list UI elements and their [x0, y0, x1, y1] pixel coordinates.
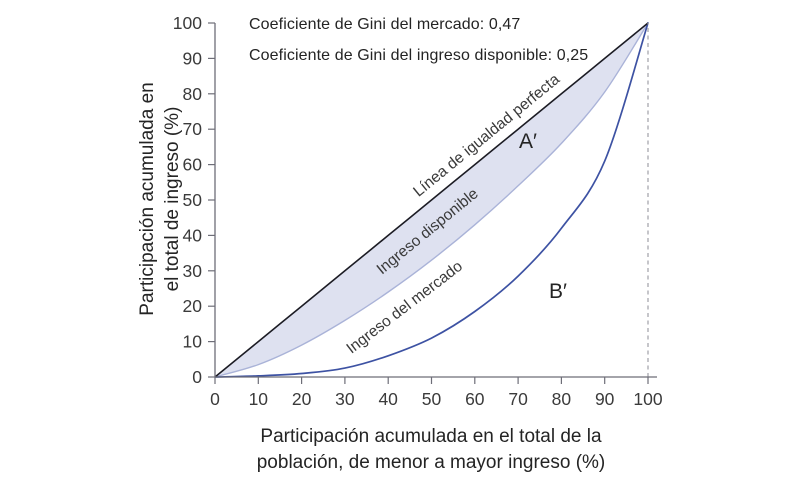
x-tick-label: 0	[210, 389, 220, 409]
x-tick-label: 80	[552, 389, 572, 409]
x-axis-title-line1: Participación acumulada en el total de l…	[260, 426, 602, 447]
y-tick-label: 40	[183, 225, 203, 245]
y-tick-label: 0	[192, 367, 202, 387]
y-tick-label: 60	[183, 155, 203, 175]
x-tick-label: 50	[422, 389, 442, 409]
y-tick-label: 10	[183, 332, 203, 352]
y-tick-label: 100	[173, 13, 202, 33]
y-tick-label: 50	[183, 190, 203, 210]
perfect-equality-line	[214, 22, 649, 378]
y-axis-title: Participación acumulada en el total de i…	[135, 82, 185, 315]
gini-disposable-annotation: Coeficiente de Gini del ingreso disponib…	[249, 47, 589, 64]
x-tick-label: 100	[633, 389, 662, 409]
y-axis: 0 10 20 30 40 50 60 70 80 90 100	[173, 13, 216, 387]
x-tick-label: 60	[465, 389, 485, 409]
disposable-income-curve	[214, 22, 649, 378]
area-a-label: A′	[519, 130, 537, 153]
x-tick-label: 10	[249, 389, 269, 409]
x-tick-label: 20	[292, 389, 312, 409]
x-tick-label: 30	[335, 389, 355, 409]
y-tick-label: 20	[183, 296, 203, 316]
y-tick-label: 80	[183, 84, 203, 104]
y-tick-label: 90	[183, 48, 203, 68]
x-tick-label: 70	[508, 389, 528, 409]
y-axis-title-line2: el total de ingreso (%)	[162, 106, 183, 292]
gini-market-annotation: Coeficiente de Gini del mercado: 0,47	[249, 16, 521, 33]
x-tick-label: 40	[378, 389, 398, 409]
x-axis-title: Participación acumulada en el total de l…	[257, 424, 606, 476]
x-axis: 0 10 20 30 40 50 60 70 80 90 100	[210, 376, 663, 409]
y-axis-title-line1: Participación acumulada en	[136, 82, 158, 316]
x-axis-title-line2: población, de menor a mayor ingreso (%)	[256, 452, 606, 474]
y-tick-label: 70	[183, 119, 203, 139]
y-tick-label: 30	[183, 261, 203, 281]
x-tick-label: 90	[595, 389, 615, 409]
area-b-label: B′	[549, 280, 567, 303]
market-income-curve	[214, 22, 649, 378]
